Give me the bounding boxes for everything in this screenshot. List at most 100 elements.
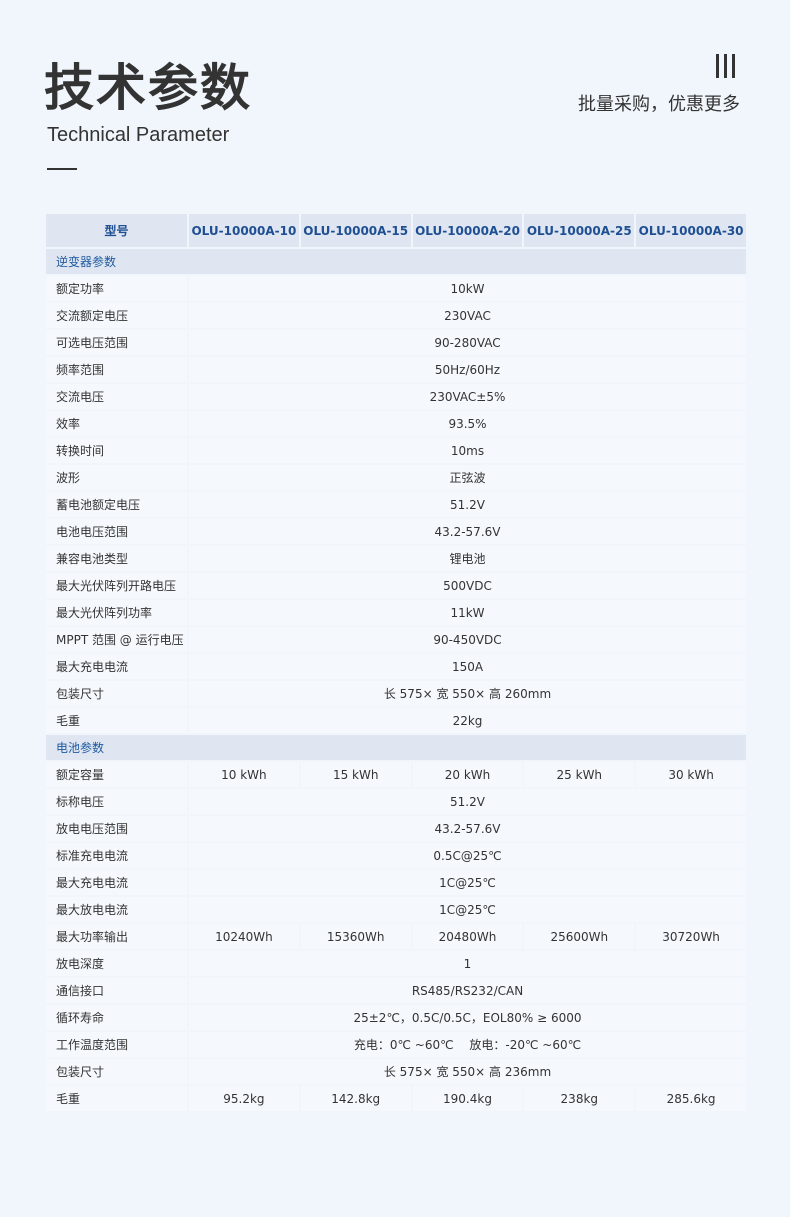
row-value: 充电：0℃ ~60℃ 放电：-20℃ ~60℃ bbox=[187, 1030, 748, 1059]
table-row: 最大功率输出 10240Wh 15360Wh 20480Wh 25600Wh 30720W… bbox=[44, 922, 748, 951]
model-name: OLU-10000A-20 bbox=[410, 212, 525, 249]
table-row: 最大光伏阵列开路电压 500VDC bbox=[44, 571, 748, 600]
row-value: 93.5% bbox=[187, 409, 748, 438]
row-label: 毛重 bbox=[44, 1084, 189, 1113]
row-label: 波形 bbox=[44, 463, 189, 492]
row-value: 190.4kg bbox=[410, 1084, 525, 1113]
promo-text: 批量采购，优惠更多 bbox=[578, 94, 740, 115]
row-label: 频率范围 bbox=[44, 355, 189, 384]
row-label: 最大放电电流 bbox=[44, 895, 189, 924]
row-label: 最大充电电流 bbox=[44, 868, 189, 897]
row-value: 长 575× 宽 550× 高 260mm bbox=[187, 679, 748, 708]
table-row: 标称电压 51.2V bbox=[44, 787, 748, 816]
model-name: OLU-10000A-25 bbox=[522, 212, 637, 249]
table-row: 最大充电电流 150A bbox=[44, 652, 748, 681]
row-value: 11kW bbox=[187, 598, 748, 627]
row-value: 20480Wh bbox=[410, 922, 525, 951]
table-row: 额定容量 10 kWh 15 kWh 20 kWh 25 kWh 30 kWh bbox=[44, 760, 748, 789]
row-label: 标准充电电流 bbox=[44, 841, 189, 870]
row-label: 放电深度 bbox=[44, 949, 189, 978]
spec-table: 型号 OLU-10000A-10 OLU-10000A-15 OLU-10000A-… bbox=[44, 212, 748, 1113]
row-value: 正弦波 bbox=[187, 463, 748, 492]
row-label: 毛重 bbox=[44, 706, 189, 735]
row-label: 蓄电池额定电压 bbox=[44, 490, 189, 519]
row-label: 循环寿命 bbox=[44, 1003, 189, 1032]
row-label: 效率 bbox=[44, 409, 189, 438]
table-row: 毛重 95.2kg 142.8kg 190.4kg 238kg 285.6kg bbox=[44, 1084, 748, 1113]
table-row: 交流电压 230VAC±5% bbox=[44, 382, 748, 411]
row-value: 150A bbox=[187, 652, 748, 681]
title-divider bbox=[47, 168, 77, 170]
menu-icon bbox=[716, 54, 735, 78]
table-row: 放电电压范围 43.2-57.6V bbox=[44, 814, 748, 843]
row-label: 电池电压范围 bbox=[44, 517, 189, 546]
row-label: 放电电压范围 bbox=[44, 814, 189, 843]
row-label: 可选电压范围 bbox=[44, 328, 189, 357]
row-label: 额定功率 bbox=[44, 274, 189, 303]
row-value: 20 kWh bbox=[410, 760, 525, 789]
table-row: 交流额定电压 230VAC bbox=[44, 301, 748, 330]
row-value: 锂电池 bbox=[187, 544, 748, 573]
model-label: 型号 bbox=[44, 212, 189, 249]
table-row: 最大放电电流 1C@25℃ bbox=[44, 895, 748, 924]
row-label: 最大光伏阵列功率 bbox=[44, 598, 189, 627]
table-row: 频率范围 50Hz/60Hz bbox=[44, 355, 748, 384]
row-value: 1C@25℃ bbox=[187, 868, 748, 897]
row-value: 43.2-57.6V bbox=[187, 814, 748, 843]
table-row: 工作温度范围 充电：0℃ ~60℃ 放电：-20℃ ~60℃ bbox=[44, 1030, 748, 1059]
row-label: 交流额定电压 bbox=[44, 301, 189, 330]
row-label: 工作温度范围 bbox=[44, 1030, 189, 1059]
row-value: 15 kWh bbox=[298, 760, 413, 789]
row-value: 1C@25℃ bbox=[187, 895, 748, 924]
row-value: 90-280VAC bbox=[187, 328, 748, 357]
row-value: RS485/RS232/CAN bbox=[187, 976, 748, 1005]
row-value: 50Hz/60Hz bbox=[187, 355, 748, 384]
row-value: 1 bbox=[187, 949, 748, 978]
row-value: 10kW bbox=[187, 274, 748, 303]
table-row: 包装尺寸长 575× 宽 550× 高 260mm bbox=[44, 679, 748, 708]
row-label: 转换时间 bbox=[44, 436, 189, 465]
row-value: 10ms bbox=[187, 436, 748, 465]
row-label: 额定容量 bbox=[44, 760, 189, 789]
row-value: 25600Wh bbox=[522, 922, 637, 951]
table-row: 效率 93.5% bbox=[44, 409, 748, 438]
row-label: 交流电压 bbox=[44, 382, 189, 411]
row-value: 230VAC±5% bbox=[187, 382, 748, 411]
section-header: 电池参数 bbox=[44, 733, 748, 762]
row-value: 230VAC bbox=[187, 301, 748, 330]
row-value: 22kg bbox=[187, 706, 748, 735]
row-value: 90-450VDC bbox=[187, 625, 748, 654]
table-row: 额定功率 10kW bbox=[44, 274, 748, 303]
table-row: 最大光伏阵列功率 11kW bbox=[44, 598, 748, 627]
model-name: OLU-10000A-15 bbox=[298, 212, 413, 249]
model-name: OLU-10000A-10 bbox=[187, 212, 301, 249]
table-row: 可选电压范围 90-280VAC bbox=[44, 328, 748, 357]
row-value: 0.5C@25℃ bbox=[187, 841, 748, 870]
table-row: 毛重 22kg bbox=[44, 706, 748, 735]
table-row: 电池电压范围 43.2-57.6V bbox=[44, 517, 748, 546]
table-row: 循环寿命 25±2℃，0.5C/0.5C，EOL80% ≥ 6000 bbox=[44, 1003, 748, 1032]
table-row: MPPT 范围 @ 运行电压 90-450VDC bbox=[44, 625, 748, 654]
row-value: 43.2-57.6V bbox=[187, 517, 748, 546]
row-label: MPPT 范围 @ 运行电压 bbox=[44, 625, 189, 654]
row-value: 25 kWh bbox=[522, 760, 637, 789]
row-value: 238kg bbox=[522, 1084, 637, 1113]
row-value: 95.2kg bbox=[187, 1084, 301, 1113]
row-label: 最大光伏阵列开路电压 bbox=[44, 571, 189, 600]
row-value: 15360Wh bbox=[298, 922, 413, 951]
table-row: 包装尺寸长 575× 宽 550× 高 236mm bbox=[44, 1057, 748, 1086]
section-header: 逆变器参数 bbox=[44, 247, 748, 276]
table-row: 放电深度 1 bbox=[44, 949, 748, 978]
model-name: OLU-10000A-30 bbox=[634, 212, 748, 249]
row-value: 51.2V bbox=[187, 490, 748, 519]
row-value: 10 kWh bbox=[187, 760, 301, 789]
row-label: 标称电压 bbox=[44, 787, 189, 816]
row-label: 最大功率输出 bbox=[44, 922, 189, 951]
row-value: 51.2V bbox=[187, 787, 748, 816]
section-title: 电池参数 bbox=[44, 733, 748, 762]
row-label: 包装尺寸 bbox=[44, 679, 189, 708]
row-value: 30720Wh bbox=[634, 922, 748, 951]
row-value: 30 kWh bbox=[634, 760, 748, 789]
row-label: 兼容电池类型 bbox=[44, 544, 189, 573]
table-row: 蓄电池额定电压 51.2V bbox=[44, 490, 748, 519]
